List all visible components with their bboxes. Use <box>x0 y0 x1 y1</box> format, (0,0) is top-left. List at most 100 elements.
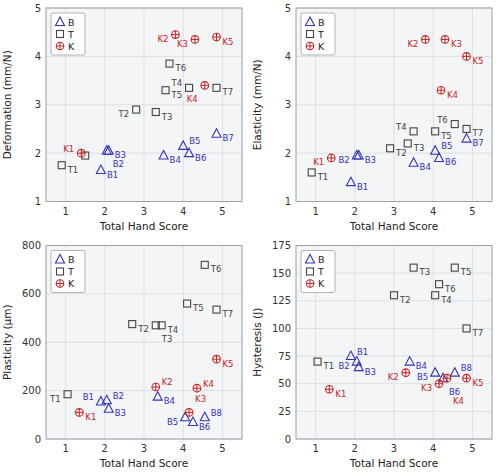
grid-line <box>222 246 223 440</box>
point-label: B6 <box>445 157 456 167</box>
legend-marker <box>306 255 315 264</box>
point <box>64 391 71 398</box>
marker-cross <box>329 385 330 393</box>
marker-cross <box>216 33 217 41</box>
point-label: T5 <box>192 303 204 313</box>
x-axis-label: Total Hand Score <box>99 457 188 469</box>
point-label: K4 <box>453 396 464 406</box>
grid-line <box>472 246 473 440</box>
tick-label: 25 <box>278 406 291 417</box>
point-label: B4 <box>170 155 181 165</box>
panel: 020040060080012345Total Hand ScorePlasti… <box>1 240 242 469</box>
point-label: K3 <box>177 39 188 49</box>
point-label: B2 <box>113 159 124 169</box>
point <box>152 383 160 391</box>
legend: BTK <box>301 13 335 55</box>
plot-frame <box>296 8 492 202</box>
point <box>166 60 173 67</box>
point <box>77 149 85 157</box>
point <box>186 84 193 91</box>
marker-cross <box>439 380 440 388</box>
point-label: K5 <box>223 37 234 47</box>
point-label: T5 <box>460 267 472 277</box>
point-label: T6 <box>210 264 222 274</box>
grid-line <box>354 8 355 202</box>
grid-line <box>394 246 395 440</box>
tick-label: 4 <box>35 51 41 62</box>
marker-cross <box>81 149 82 157</box>
point-label: T3 <box>419 267 431 277</box>
tick-label: 3 <box>141 206 147 217</box>
legend-marker <box>307 31 314 38</box>
point <box>193 384 201 392</box>
panel: 1234512345Total Hand ScoreDeformation (m… <box>1 3 242 232</box>
marker-cross <box>60 42 61 50</box>
point <box>346 177 355 186</box>
marker-circle <box>306 280 314 288</box>
point-label: K5 <box>473 56 484 66</box>
marker-circle <box>422 36 430 44</box>
point <box>152 109 159 116</box>
tick-label: 1 <box>62 443 68 454</box>
legend-marker <box>56 255 65 264</box>
point <box>431 146 440 155</box>
x-axis-label: Total Hand Score <box>349 457 438 469</box>
point <box>432 128 439 135</box>
point <box>189 417 198 426</box>
legend-label: K <box>318 278 325 289</box>
marker-cross <box>194 36 195 44</box>
point-label: K3 <box>195 394 206 404</box>
grid-line <box>183 246 184 440</box>
marker-cross <box>175 31 176 39</box>
tick-label: 2 <box>352 206 358 217</box>
point <box>354 151 363 160</box>
marker-cross <box>196 384 197 392</box>
point-label: K4 <box>187 94 198 104</box>
point <box>431 368 440 377</box>
grid-line <box>183 8 184 202</box>
legend-box <box>301 251 335 293</box>
tick-label: 75 <box>278 351 291 362</box>
point-label: T1 <box>49 394 61 404</box>
tick-label: 2 <box>102 443 108 454</box>
point-label: B3 <box>115 408 126 418</box>
point <box>200 412 209 421</box>
tick-label: 4 <box>430 206 436 217</box>
tick-label: 0 <box>285 434 291 445</box>
legend-box <box>51 13 85 55</box>
point-label: B2 <box>339 361 350 371</box>
plot-frame <box>296 246 492 440</box>
marker-circle <box>463 53 471 61</box>
plot-background <box>296 246 492 440</box>
point <box>463 325 470 332</box>
y-axis-label: Elasticity (mm/N) <box>251 59 263 150</box>
grid-line <box>433 246 434 440</box>
marker-circle <box>152 383 160 391</box>
legend-marker <box>57 268 64 275</box>
tick-label: 4 <box>180 206 186 217</box>
point <box>184 300 191 307</box>
point <box>102 395 111 404</box>
point-label: T4 <box>167 325 179 335</box>
point-label: K2 <box>388 372 399 382</box>
point-label: B5 <box>167 417 178 427</box>
point-label: B4 <box>164 396 175 406</box>
point-label: B5 <box>441 141 452 151</box>
tick-label: 1 <box>35 196 41 207</box>
point <box>327 154 335 162</box>
point <box>462 134 471 143</box>
marker-cross <box>79 409 80 417</box>
point-label: K5 <box>473 378 484 388</box>
point <box>191 36 199 44</box>
marker-cross <box>310 280 311 288</box>
point-label: T2 <box>395 148 407 158</box>
point <box>391 292 398 299</box>
marker-cross <box>405 369 406 377</box>
point <box>437 86 445 94</box>
tick-label: 2 <box>102 206 108 217</box>
point-label: K1 <box>335 389 346 399</box>
point-label: T2 <box>399 295 411 305</box>
point-label: B2 <box>339 155 350 165</box>
point <box>422 36 430 44</box>
point <box>402 369 410 377</box>
